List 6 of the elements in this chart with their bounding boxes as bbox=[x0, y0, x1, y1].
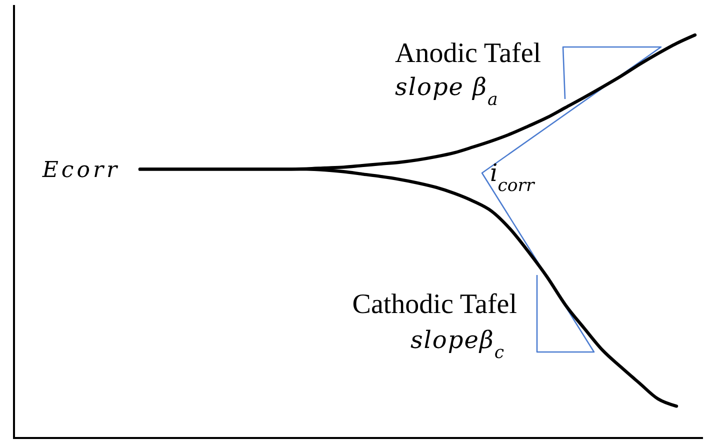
text: Ecorr bbox=[41, 158, 120, 183]
annotation: i$_{corr}$ bbox=[490, 159, 536, 196]
annotation: slopeβ$_{c}$ bbox=[410, 326, 505, 363]
annotation: Anodic Tafel bbox=[395, 38, 542, 69]
annotation: Cathodic Tafel bbox=[352, 289, 518, 320]
annotation: slope β$_{a}$ bbox=[395, 73, 499, 110]
